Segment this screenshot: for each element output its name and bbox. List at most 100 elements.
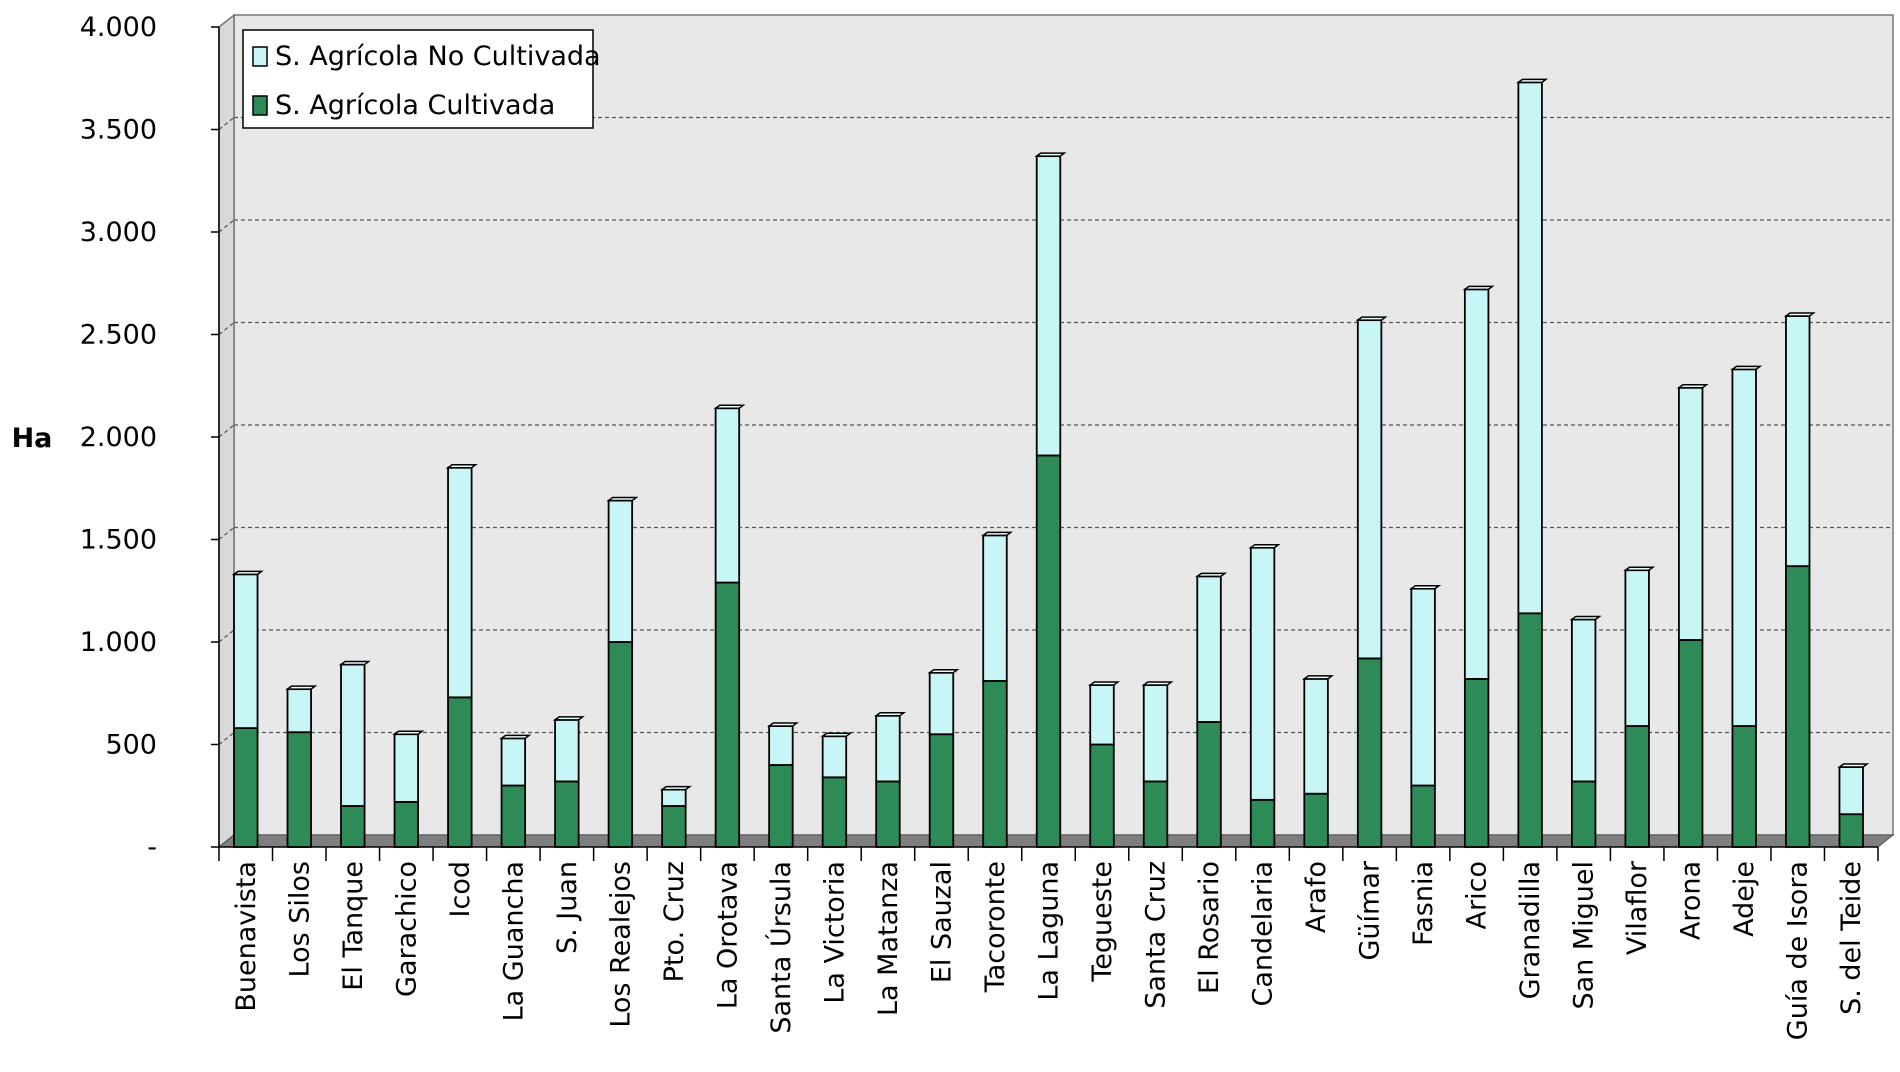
- bar-segment: [1142, 780, 1169, 848]
- bar-cap: [285, 685, 318, 690]
- bar-segment: [1570, 618, 1597, 783]
- bar-segment: [1838, 813, 1864, 848]
- bar-cap: [606, 496, 639, 502]
- bar-segment: [982, 680, 1008, 848]
- bar-segment: [928, 671, 955, 736]
- bar-segment: [1035, 454, 1062, 848]
- gridline-side: [218, 732, 235, 745]
- bar-cap: [499, 734, 532, 740]
- bar-cap: [1087, 681, 1121, 686]
- x-tick-label: Vilaflor: [1622, 860, 1653, 955]
- legend-label: S. Agrícola No Cultivada: [275, 41, 601, 72]
- bar-segment: [286, 731, 312, 848]
- x-tick-label: El Rosario: [1194, 861, 1225, 994]
- gridline-side: [218, 117, 235, 130]
- bar-cap: [1034, 152, 1067, 157]
- bar-segment: [1249, 798, 1276, 848]
- bar-segment: [1410, 587, 1436, 787]
- gridline-side: [218, 219, 235, 233]
- bar-segment: [982, 534, 1008, 682]
- bar-cap: [1462, 285, 1495, 291]
- bar-segment: [1089, 743, 1115, 848]
- bar-cap: [873, 712, 906, 717]
- legend: S. Agrícola No Cultivada S. Agrícola Cult…: [242, 29, 601, 129]
- bar-segment: [1356, 657, 1383, 848]
- bar-segment: [1785, 315, 1811, 568]
- x-tick-label: Los Silos: [284, 861, 315, 977]
- x-tick-label: Güímar: [1355, 860, 1386, 960]
- x-tick-label: Buenavista: [231, 861, 262, 1012]
- bar-segment: [1463, 288, 1490, 680]
- y-tick-label: -: [147, 832, 157, 863]
- y-tick-label: 500: [105, 730, 157, 761]
- x-tick-label: Candelaria: [1248, 861, 1279, 1006]
- bar-segment: [1463, 678, 1490, 848]
- y-tick-label: 1.000: [80, 627, 157, 658]
- gridline-side: [218, 322, 235, 335]
- bar-cap: [338, 660, 371, 666]
- bar-segment: [661, 805, 687, 848]
- bar-segment: [1196, 721, 1222, 848]
- bar-segment: [714, 581, 741, 848]
- bar-segment: [768, 764, 794, 848]
- y-tick-labels: - 500 1.000 1.500 2.000 2.500 3.000 3.500 4.000: [80, 12, 157, 863]
- bar-cap: [1516, 78, 1549, 84]
- x-tick-label: Adeje: [1729, 861, 1760, 937]
- x-tick-label: La Guancha: [498, 861, 529, 1021]
- bar-segment: [286, 688, 312, 734]
- bar-segment: [1356, 319, 1383, 660]
- bar-segment: [1035, 155, 1062, 457]
- x-tick-label: Icod: [445, 861, 476, 917]
- x-tick-label: S. del Teide: [1836, 861, 1867, 1015]
- bar-cap: [927, 669, 960, 674]
- bar-segment: [1838, 766, 1864, 816]
- x-tick-label: Tacoronte: [980, 861, 1011, 993]
- y-tick-label: 3.000: [80, 217, 157, 248]
- gridline-side: [218, 424, 235, 438]
- x-tick-label: Granadilla: [1515, 861, 1546, 999]
- x-tick-label: Santa Cruz: [1141, 861, 1172, 1009]
- bar-cap: [552, 716, 585, 721]
- bar-cap: [445, 464, 478, 469]
- bar-cap: [713, 404, 746, 410]
- bar-cap: [1248, 543, 1281, 549]
- bar-segment: [1678, 639, 1704, 848]
- bar-segment: [233, 727, 259, 848]
- gridline-side: [218, 527, 235, 540]
- bar-cap: [1730, 365, 1763, 371]
- bar-cap: [1195, 572, 1228, 578]
- legend-swatch: [252, 46, 268, 67]
- bar-segment: [500, 784, 527, 848]
- bar-segment: [1624, 569, 1650, 727]
- x-tick-label: Arafo: [1301, 861, 1332, 933]
- y-tick-label: 1.500: [80, 525, 157, 556]
- y-tick-label: 3.500: [80, 115, 157, 146]
- bar-segment: [1303, 792, 1329, 848]
- gridline-side: [218, 629, 235, 643]
- bar-segment: [1089, 684, 1115, 746]
- bar-segment: [1624, 725, 1650, 848]
- bar-segment: [1249, 546, 1276, 801]
- y-tick-label: 4.000: [80, 12, 157, 43]
- bar-segment: [393, 801, 419, 848]
- bar-segment: [1517, 612, 1543, 848]
- x-tick-label: Arico: [1462, 861, 1493, 929]
- bar-segment: [447, 696, 473, 848]
- bar-segment: [1731, 368, 1757, 727]
- x-tick-label: La Orotava: [712, 861, 743, 1009]
- axes: [211, 26, 1879, 861]
- x-tick-label: Pto. Cruz: [659, 861, 690, 982]
- bar-segment: [393, 733, 419, 803]
- bar-segment: [607, 641, 634, 848]
- x-tick-label: Garachico: [391, 861, 422, 997]
- x-tick-label: El Sauzal: [926, 861, 957, 983]
- bar-cap: [1355, 316, 1388, 321]
- x-tick-label: Los Realejos: [605, 861, 636, 1028]
- y-axis-label: Ha: [12, 423, 53, 454]
- bar-cap: [659, 785, 692, 791]
- bar-segment: [554, 780, 580, 848]
- bar-segment: [1303, 678, 1329, 795]
- bar-segment: [607, 499, 634, 643]
- legend-box: [242, 29, 594, 129]
